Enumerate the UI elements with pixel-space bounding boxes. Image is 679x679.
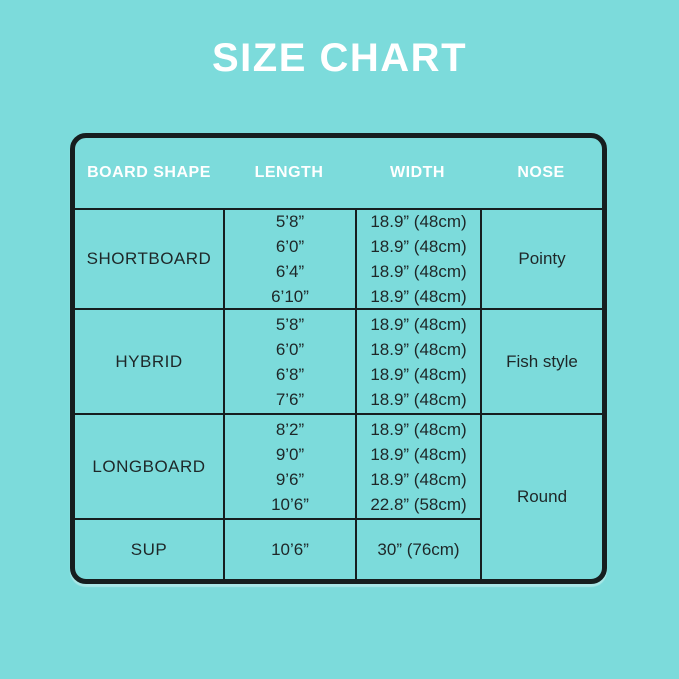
column-header-nose: NOSE: [517, 164, 565, 181]
length-values-sup: 10’6”: [223, 518, 355, 579]
length-values-shortboard: 5’8” 6’0” 6’4” 6’10”: [223, 208, 355, 308]
column-header-board-shape: BOARD SHAPE: [87, 164, 211, 181]
size-chart-table: BOARD SHAPE LENGTH WIDTH NOSE SHORTBOARD 5’8”…: [70, 133, 607, 584]
width-values-sup: 30” (76cm): [355, 518, 480, 579]
board-shape-sup: SUP: [75, 518, 223, 579]
width-values-longboard: 18.9” (48cm) 18.9” (48cm) 18.9” (48cm) 2…: [355, 413, 480, 518]
width-values-hybrid: 18.9” (48cm) 18.9” (48cm) 18.9” (48cm) 1…: [355, 308, 480, 413]
board-shape-shortboard: SHORTBOARD: [75, 208, 223, 308]
width-values-shortboard: 18.9” (48cm) 18.9” (48cm) 18.9” (48cm) 1…: [355, 208, 480, 308]
nose-value-round: Round: [480, 413, 602, 579]
length-values-hybrid: 5’8” 6’0” 6’8” 7’6”: [223, 308, 355, 413]
page-title: SIZE CHART: [212, 36, 467, 80]
nose-value-pointy: Pointy: [480, 208, 602, 308]
board-shape-longboard: LONGBOARD: [75, 413, 223, 518]
nose-value-fish-style: Fish style: [480, 308, 602, 413]
length-values-longboard: 8’2” 9’0” 9’6” 10’6”: [223, 413, 355, 518]
column-header-length: LENGTH: [254, 164, 324, 181]
column-header-width: WIDTH: [390, 164, 445, 181]
board-shape-hybrid: HYBRID: [75, 308, 223, 413]
